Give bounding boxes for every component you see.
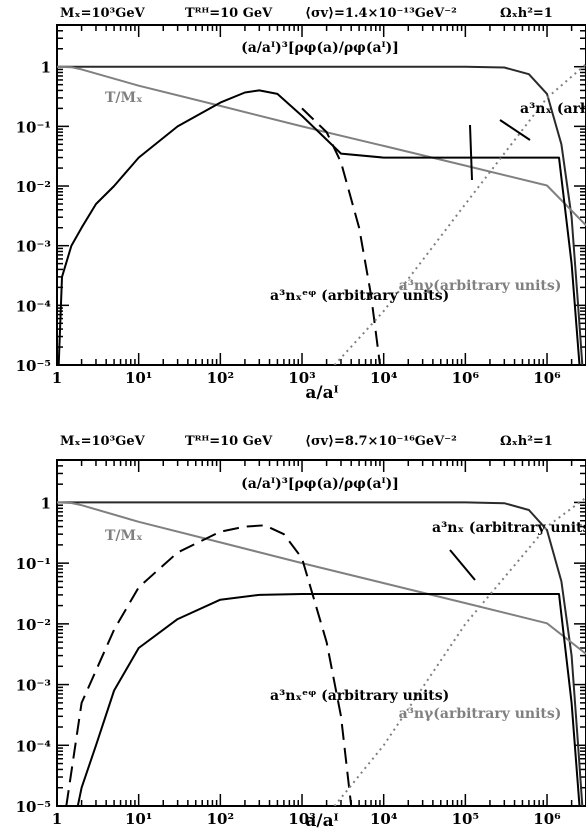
y-tick-label: 10⁻¹ [16,118,51,136]
x-tick-label: 10⁶ [452,369,480,387]
label-t_over_m: T/Mₓ [105,90,143,106]
series-t_over_m-line [57,65,586,226]
chart-panel-1: 110⁻¹10⁻²10⁻³10⁻⁴10⁻⁵1 10¹ 10² 10³ 10⁴ 10⁶ 10⁶… [16,6,586,403]
x-axis-label: a/aᴵ [305,811,338,831]
y-tick-label: 10⁻⁵ [16,798,51,816]
y-tick-label: 10⁻⁴ [16,297,52,315]
series-nx_eq-line [301,107,381,365]
label-nx: a³nₓ (arbitrary units) [432,520,586,536]
x-tick-label: 10⁴ [370,369,398,387]
x-tick-label: 10⁶ [533,369,561,387]
title-omega: Ωₓh²=1 [500,6,553,21]
label-ngamma: a³nγ(arbitrary units) [399,278,562,294]
series-nx-line [57,89,581,365]
label-rho: (a/aᴵ)³[ρφ(a)/ρφ(aᴵ)] [241,476,399,492]
series-nx_eq-line [65,524,353,806]
title-sigma: ⟨σv⟩=1.4×10⁻¹³GeV⁻² [305,6,457,21]
label-t_over_m: T/Mₓ [105,528,143,544]
x-tick-label: 10³ [288,369,315,387]
x-tick-label: 10⁴ [370,810,398,828]
label-ngamma: a³nγ(arbitrary units) [399,706,562,722]
label-leader-line [449,549,476,581]
x-tick-label: 10⁶ [533,810,561,828]
x-tick-label: 10¹ [125,369,152,387]
x-tick-label: 10² [207,369,234,387]
title-sigma: ⟨σv⟩=8.7×10⁻¹⁶GeV⁻² [305,434,457,449]
label-leader-line [499,119,531,141]
y-tick-label: 10⁻³ [16,677,51,695]
y-tick-label: 10⁻² [16,178,51,196]
label-nx_eq: a³nₓᵉᵠ (arbitrary units) [270,288,449,304]
y-tick-label: 10⁻⁵ [16,357,51,375]
series-nx-line [76,593,581,806]
x-tick-label: 10² [207,810,234,828]
series-group [57,496,586,806]
series-ngamma-line [333,63,586,365]
series-group [57,63,586,365]
series-rho-line [57,65,584,365]
series-t_over_m-line [57,501,586,655]
x-tick-label: 10⁵ [452,810,479,828]
y-tick-label: 10⁻³ [16,238,51,256]
y-tick-label: 10⁻⁴ [16,737,52,755]
label-nx_eq: a³nₓᵉᵠ (arbitrary units) [270,688,449,704]
label-leader-line [469,124,473,181]
y-tick-label: 1 [41,494,51,512]
chart-panel-2: 110⁻¹10⁻²10⁻³10⁻⁴10⁻⁵1 10¹ 10² 10³ 10⁴ 10⁵ 10⁶… [16,434,586,831]
x-tick-label: 10¹ [125,810,152,828]
series-rho-line [57,501,584,806]
label-rho: (a/aᴵ)³[ρφ(a)/ρφ(aᴵ)] [241,40,399,56]
x-tick-label: 1 [52,369,62,387]
series-ngamma-line [333,496,586,806]
x-tick-label: 10³ [288,810,315,828]
title-trh: Tᴿᴴ=10 GeV [185,434,273,449]
title-omega: Ωₓh²=1 [500,434,553,449]
plot-frame [56,459,586,807]
label-nx: a³nₓ (arbitrary units) [520,101,586,117]
y-tick-label: 10⁻² [16,616,51,634]
y-tick-label: 10⁻¹ [16,555,51,573]
plot-frame [56,24,586,366]
y-tick-label: 1 [41,59,51,77]
title-mx: Mₓ=10³GeV [60,434,146,449]
x-axis-label: a/aᴵ [305,383,338,403]
title-trh: Tᴿᴴ=10 GeV [185,6,273,21]
title-mx: Mₓ=10³GeV [60,6,146,21]
x-tick-label: 1 [52,810,62,828]
